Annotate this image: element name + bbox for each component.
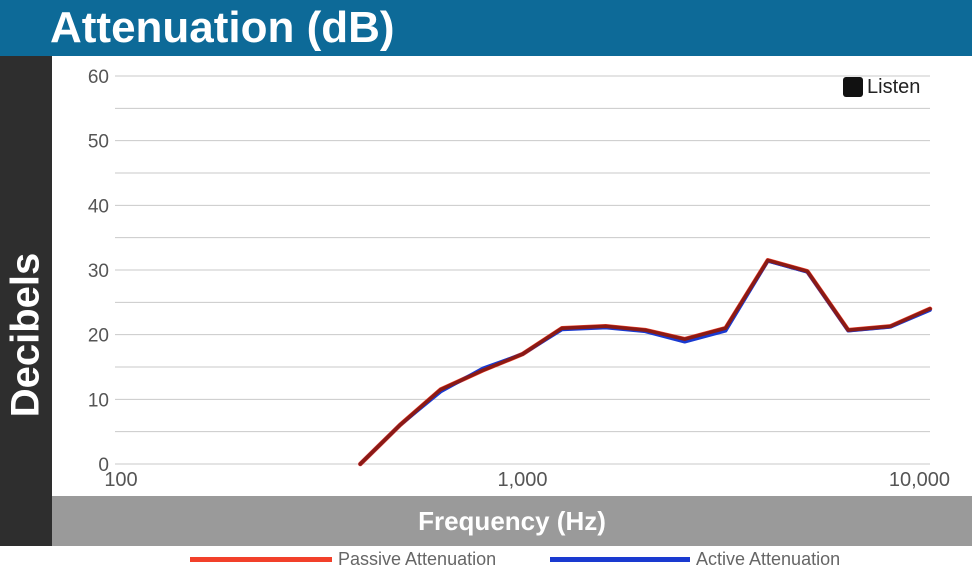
y-tick-label: 0 (98, 455, 109, 476)
x-axis-label: Frequency (Hz) (418, 506, 606, 536)
y-tick-label: 60 (88, 67, 109, 88)
y-tick-label: 40 (88, 196, 109, 217)
legend: Passive Attenuation Active Attenuation (0, 547, 972, 572)
y-axis-band: Decibels (0, 56, 52, 546)
series-line-overlap (358, 258, 932, 466)
x-axis-band: Frequency (Hz) (52, 496, 972, 546)
y-tick-label: 20 (88, 326, 109, 347)
x-tick-label: 10,000 (889, 469, 950, 491)
plot-area: 0 10 20 30 40 50 60 100 1,000 10,000 (88, 67, 950, 491)
chart-title: Attenuation (dB) (50, 3, 395, 52)
y-tick-label: 10 (88, 390, 109, 411)
legend-label-active: Active Attenuation (696, 549, 841, 569)
logo-text: Listen (867, 76, 921, 98)
legend-swatch-passive (190, 557, 332, 562)
series-line-passive (358, 258, 933, 467)
y-tick-label: 30 (88, 261, 109, 282)
x-tick-label: 1,000 (497, 469, 547, 491)
legend-swatch-active (550, 557, 690, 562)
legend-label-passive: Passive Attenuation (338, 549, 497, 569)
series-line-active (358, 259, 932, 466)
x-tick-label: 100 (104, 469, 137, 491)
title-bar: Attenuation (dB) (0, 0, 972, 56)
y-tick-label: 50 (88, 132, 109, 153)
ear-icon (843, 77, 863, 97)
